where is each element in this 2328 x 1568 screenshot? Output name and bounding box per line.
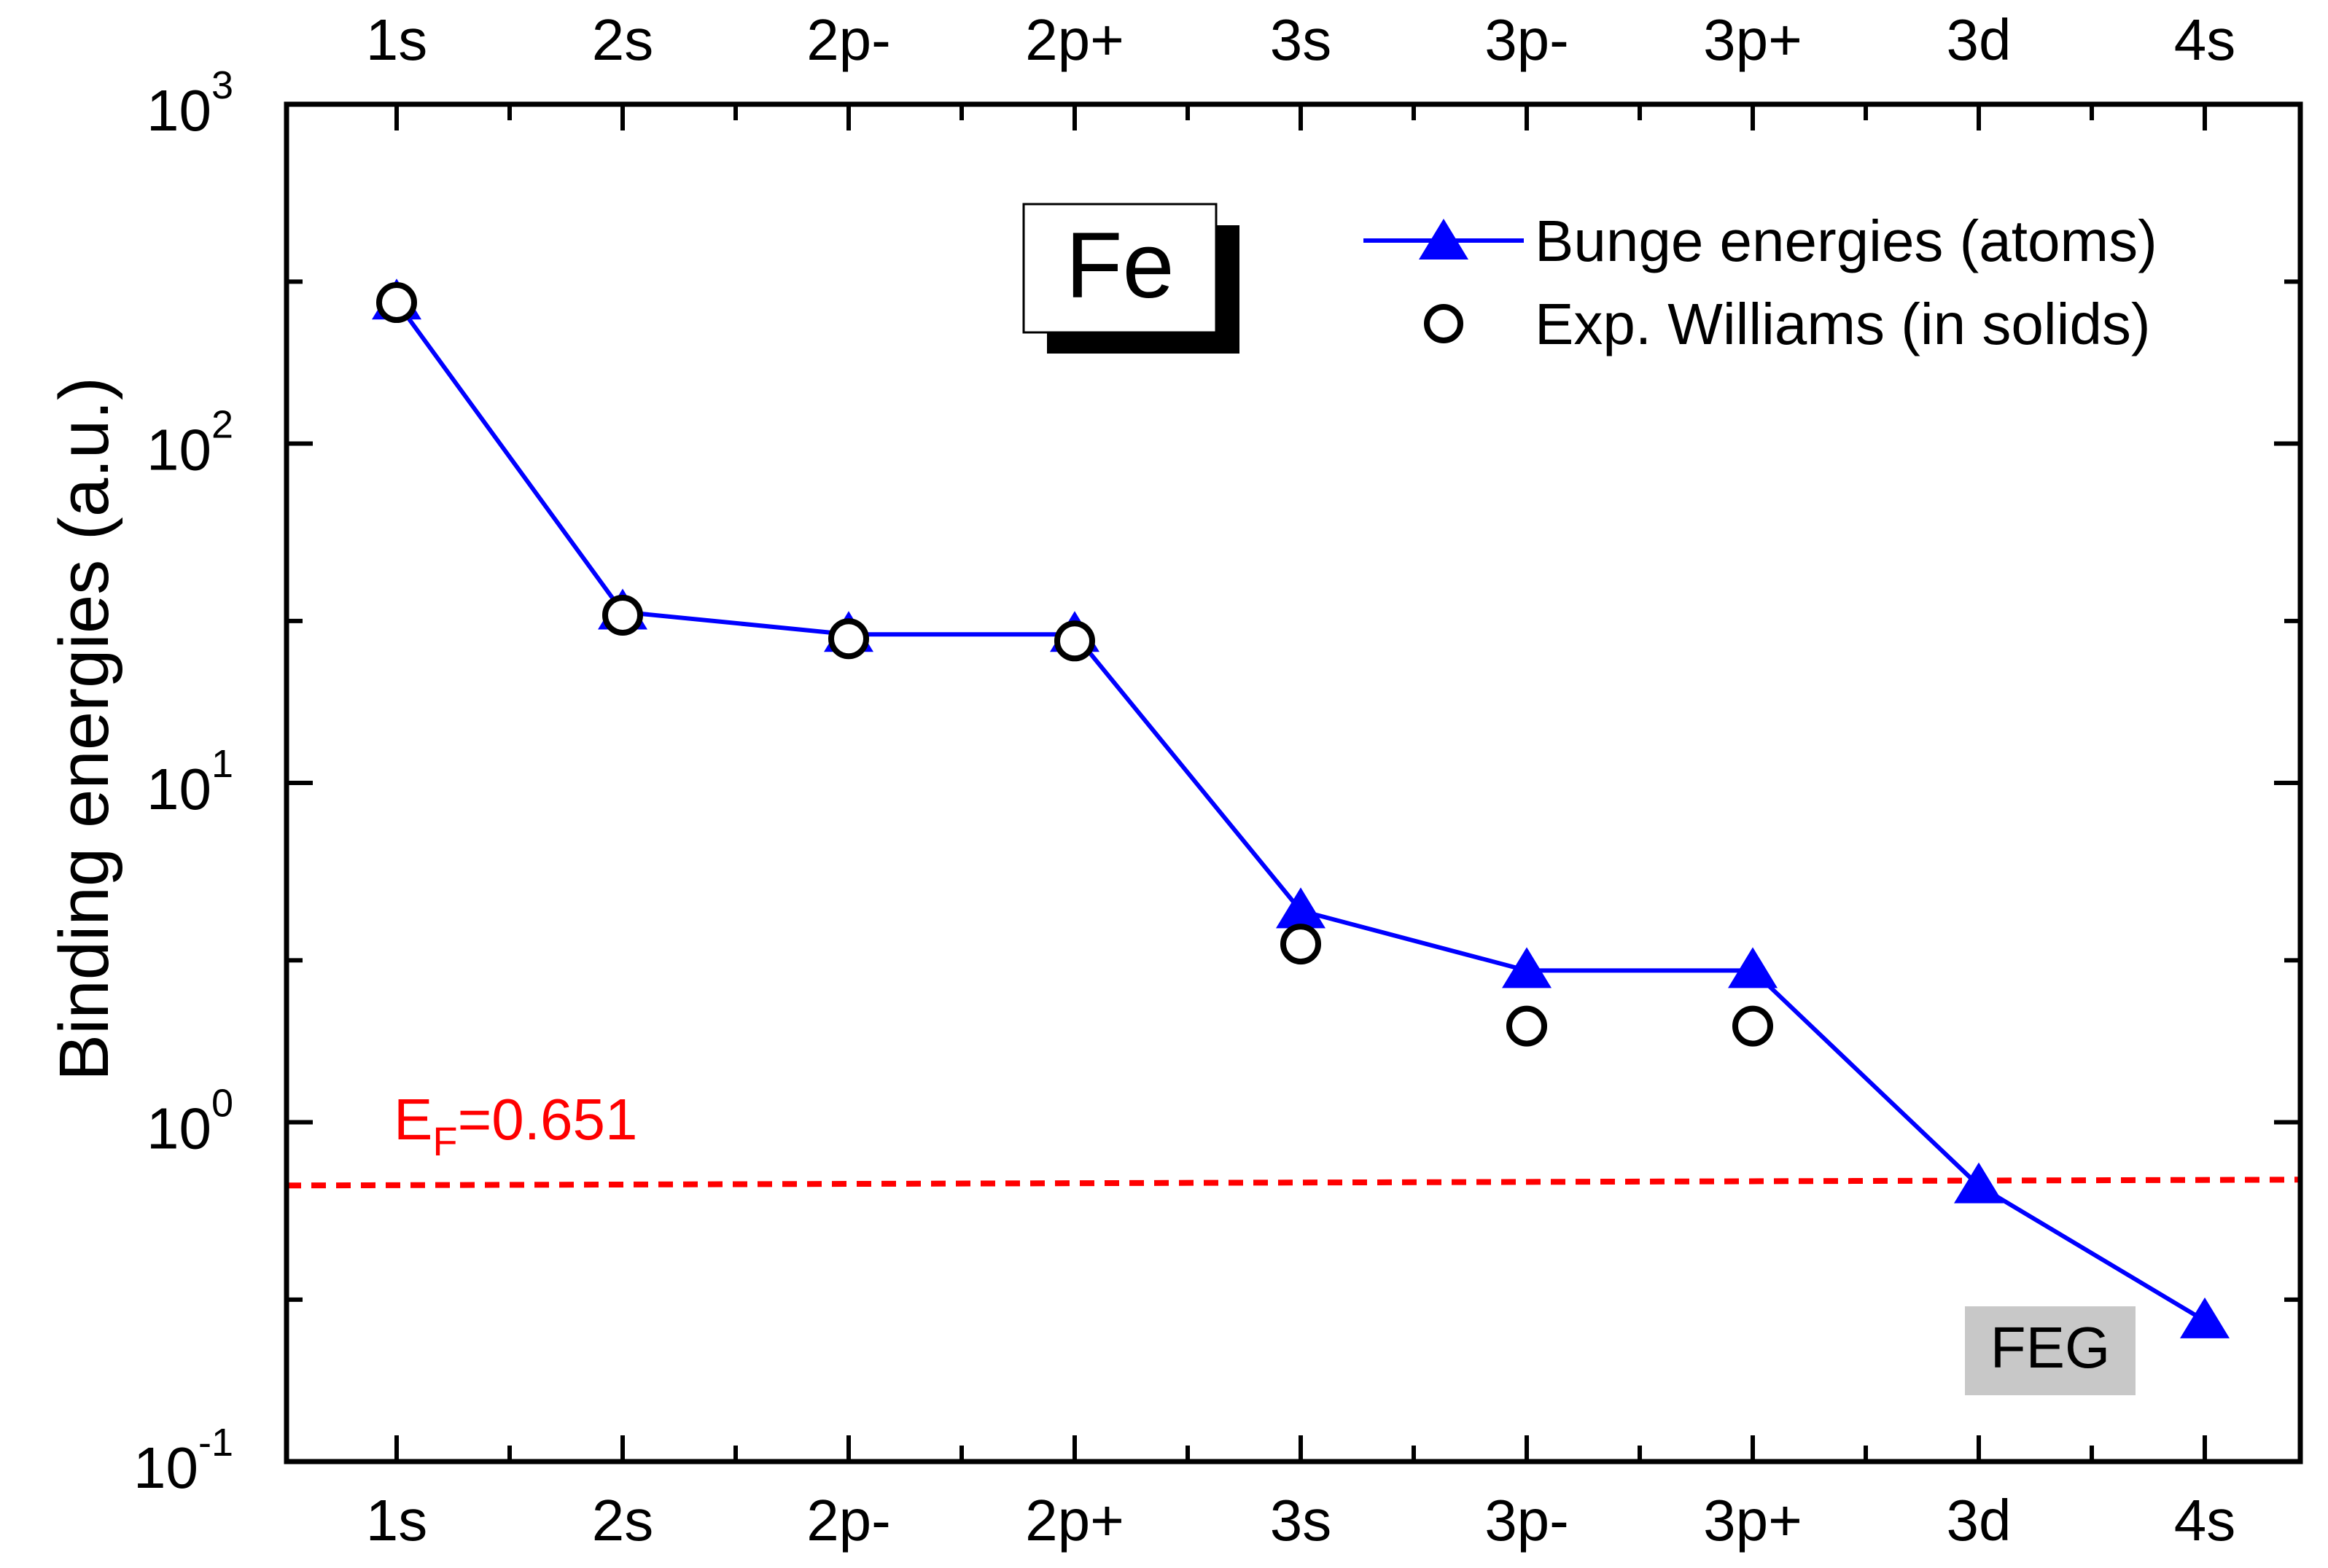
x-top-tick-label: 3s — [1270, 7, 1332, 72]
x-tick-label: 3d — [1947, 1488, 2012, 1553]
legend-item-williams: Exp. Williams (in solids) — [1424, 292, 2151, 356]
series-line-group — [394, 300, 2206, 1323]
legend-circle-marker — [1424, 304, 1463, 343]
feg-box: FEG — [1965, 1306, 2136, 1395]
fermi-level-label: EF=0.651 — [394, 1087, 638, 1164]
x-tick-label: 2p+ — [1025, 1488, 1124, 1553]
minor-ticks — [287, 104, 2300, 1462]
x-tick-label: 4s — [2174, 1488, 2236, 1553]
element-label-box: Fe — [1022, 203, 1239, 354]
x-tick-label: 3p- — [1484, 1488, 1569, 1553]
legend-label-williams: Exp. Williams (in solids) — [1535, 292, 2151, 356]
x-tick-label: 1s — [366, 1488, 428, 1553]
bunge-series-line — [394, 300, 2206, 1323]
bunge-triangle-point — [1728, 947, 1778, 988]
legend: Bunge energies (atoms) Exp. Williams (in… — [1363, 208, 2157, 356]
legend-triangle-marker — [1419, 219, 1468, 260]
williams-circle-point — [828, 618, 869, 660]
bunge-triangle-point — [1502, 947, 1552, 988]
x-tick-label: 2s — [592, 1488, 654, 1553]
x-top-tick-label: 4s — [2174, 7, 2236, 72]
legend-item-bunge: Bunge energies (atoms) — [1363, 208, 2157, 273]
bunge-triangle-point — [1954, 1162, 2004, 1204]
x-top-tick-label: 1s — [366, 7, 428, 72]
williams-circle-point — [602, 594, 643, 636]
bunge-triangle-point — [2180, 1297, 2230, 1338]
legend-label-bunge: Bunge energies (atoms) — [1535, 208, 2157, 273]
y-tick-label: 102 — [147, 403, 233, 483]
x-tick-labels: 1s 2s 2p- 2p+ 3s 3p- 3p+ 3d 4s — [366, 1488, 2236, 1553]
x-top-tick-label: 2p+ — [1025, 7, 1124, 72]
x-top-tick-label: 3p+ — [1703, 7, 1802, 72]
x-top-tick-label: 2p- — [806, 7, 891, 72]
x-top-tick-label: 2s — [592, 7, 654, 72]
williams-circle-point — [1054, 620, 1095, 662]
x-tick-label: 2p- — [806, 1488, 891, 1553]
plot-frame — [284, 101, 2303, 1464]
x-tick-label: 3p+ — [1703, 1488, 1802, 1553]
williams-circle-point — [1732, 1005, 1773, 1047]
y-tick-labels: 10-1 100 101 102 103 — [133, 63, 233, 1500]
y-tick-label: 10-1 — [133, 1421, 233, 1500]
x-top-tick-label: 3p- — [1484, 7, 1569, 72]
bunge-triangle-point — [1276, 887, 1325, 929]
x-top-tick-label: 3d — [1947, 7, 2012, 72]
y-tick-label: 101 — [147, 742, 233, 822]
element-label: Fe — [1065, 214, 1174, 318]
y-axis-label: Binding energies (a.u.) — [45, 377, 123, 1081]
top-tick-labels: 1s 2s 2p- 2p+ 3s 3p- 3p+ 3d 4s — [366, 7, 2236, 72]
x-tick-label: 3s — [1270, 1488, 1332, 1553]
fermi-level-line — [286, 1177, 2301, 1189]
williams-circle-point — [376, 282, 417, 324]
williams-circle-point — [1506, 1005, 1547, 1047]
y-tick-label: 103 — [147, 63, 233, 143]
y-tick-label: 100 — [147, 1082, 233, 1161]
series-marker-group — [372, 278, 2230, 1338]
feg-label: FEG — [1990, 1315, 2110, 1380]
williams-circle-point — [1280, 924, 1321, 965]
